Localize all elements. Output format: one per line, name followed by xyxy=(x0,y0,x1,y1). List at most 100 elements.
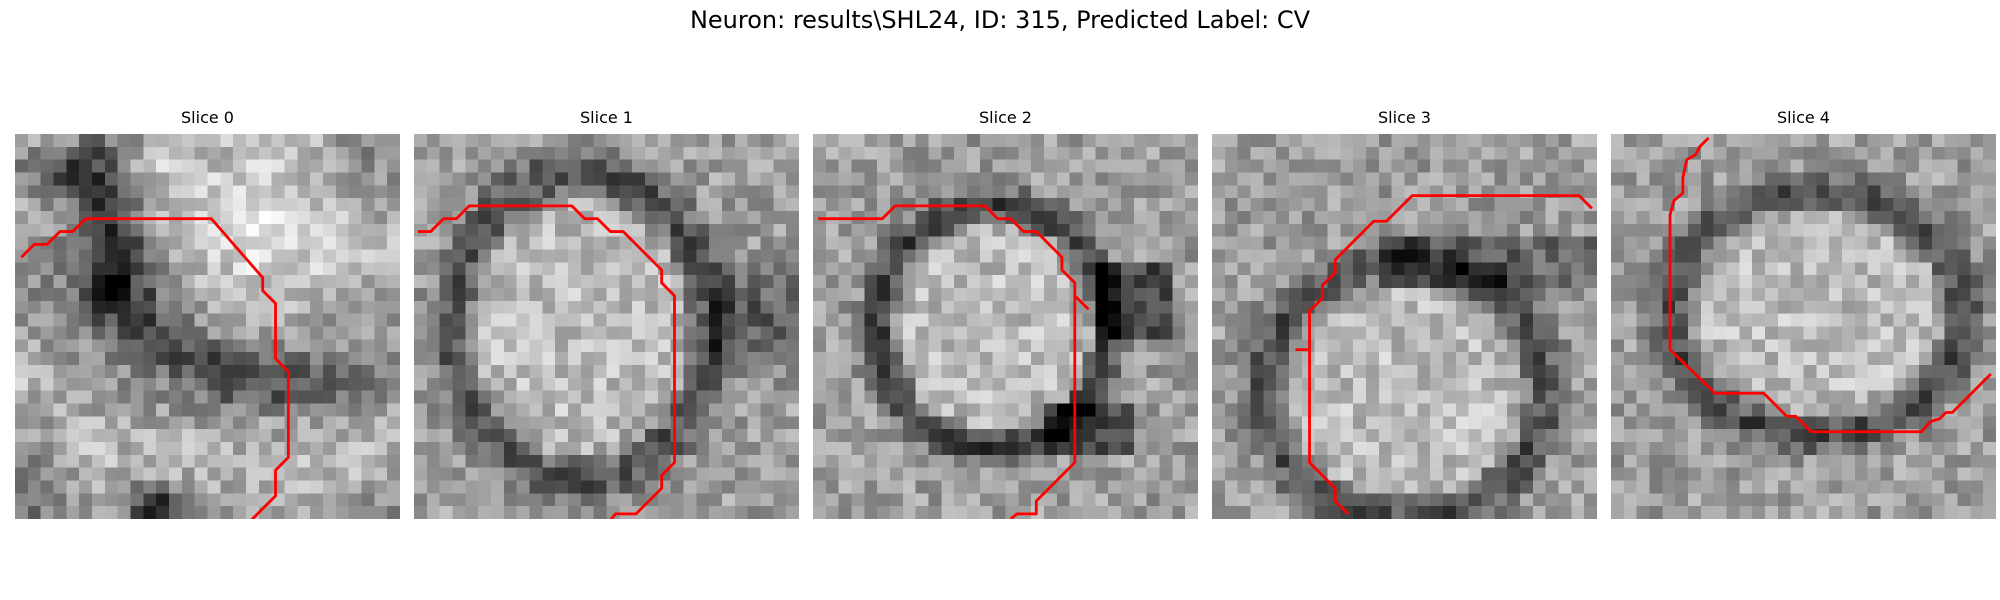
pixel xyxy=(414,326,428,340)
pixel xyxy=(323,365,337,379)
pixel xyxy=(593,442,607,456)
pixel xyxy=(1842,262,1856,276)
pixel xyxy=(941,159,955,173)
pixel xyxy=(374,493,388,507)
pixel xyxy=(1069,467,1083,481)
pixel xyxy=(593,454,607,469)
pixel xyxy=(580,249,595,263)
pixel xyxy=(1880,159,1894,173)
pixel xyxy=(452,134,466,148)
pixel xyxy=(1108,429,1122,443)
pixel xyxy=(1983,377,1996,392)
pixel xyxy=(246,275,260,289)
pixel xyxy=(1688,506,1702,519)
pixel xyxy=(1455,339,1470,353)
pixel xyxy=(915,365,929,379)
pixel xyxy=(27,249,42,263)
pixel xyxy=(1584,236,1597,250)
pixel xyxy=(297,313,311,327)
pixel xyxy=(1018,211,1032,225)
pixel xyxy=(992,467,1006,481)
pixel xyxy=(851,236,865,250)
pixel xyxy=(683,288,697,302)
pixel xyxy=(79,146,93,161)
pixel xyxy=(1558,403,1572,417)
pixel xyxy=(1507,365,1521,379)
pixel xyxy=(220,211,234,225)
pixel xyxy=(1906,339,1920,353)
pixel xyxy=(1263,326,1277,340)
pixel xyxy=(1906,352,1920,366)
pixel xyxy=(838,313,852,327)
pixel xyxy=(696,300,710,315)
pixel xyxy=(1700,480,1715,494)
pixel xyxy=(156,262,170,276)
pixel xyxy=(1532,172,1547,186)
pixel xyxy=(1263,480,1277,494)
pixel xyxy=(271,249,285,263)
pixel xyxy=(864,198,878,212)
pixel xyxy=(1468,390,1482,404)
pixel xyxy=(258,236,273,250)
pixel xyxy=(169,249,183,263)
pixel xyxy=(979,288,994,302)
pixel xyxy=(529,236,543,250)
pixel xyxy=(233,339,247,353)
pixel xyxy=(1944,493,1958,507)
pixel xyxy=(1391,159,1405,173)
pixel xyxy=(27,506,42,519)
slice-image xyxy=(813,134,1198,519)
pixel xyxy=(979,454,994,469)
pixel xyxy=(1095,249,1109,263)
pixel xyxy=(734,172,749,186)
pixel xyxy=(1880,313,1894,327)
pixel xyxy=(760,493,774,507)
pixel xyxy=(1159,146,1173,161)
pixel xyxy=(696,403,710,417)
pixel xyxy=(657,377,672,392)
pixel xyxy=(1803,236,1817,250)
pixel xyxy=(117,262,131,276)
pixel xyxy=(696,377,710,392)
pixel xyxy=(297,134,311,148)
pixel xyxy=(657,185,672,199)
pixel xyxy=(1532,429,1547,443)
pixel xyxy=(851,442,865,456)
pixel xyxy=(79,223,93,238)
pixel xyxy=(1121,352,1135,366)
pixel xyxy=(786,390,799,404)
pixel xyxy=(207,339,221,353)
pixel xyxy=(1031,300,1045,315)
pixel xyxy=(297,377,311,392)
pixel xyxy=(1726,467,1740,481)
pixel xyxy=(786,185,799,199)
pixel xyxy=(1391,262,1405,276)
pixel xyxy=(246,236,260,250)
pixel xyxy=(335,326,350,340)
pixel xyxy=(169,262,183,276)
pixel xyxy=(1636,262,1650,276)
pixel xyxy=(1713,429,1727,443)
pixel xyxy=(645,506,659,519)
pixel xyxy=(1829,262,1843,276)
pixel xyxy=(1095,146,1109,161)
pixel xyxy=(1893,223,1907,238)
pixel xyxy=(851,454,865,469)
pixel xyxy=(928,339,942,353)
pixel xyxy=(1558,262,1572,276)
pixel xyxy=(1983,429,1996,443)
pixel xyxy=(1765,377,1779,392)
pixel xyxy=(1739,159,1753,173)
pixel xyxy=(503,493,518,507)
pixel xyxy=(516,249,530,263)
pixel xyxy=(1224,442,1239,456)
pixel xyxy=(503,506,518,519)
pixel xyxy=(1919,403,1933,417)
pixel xyxy=(503,390,518,404)
pixel xyxy=(1867,352,1881,366)
pixel xyxy=(542,146,556,161)
pixel xyxy=(838,159,852,173)
pixel xyxy=(645,429,659,443)
pixel xyxy=(967,236,981,250)
pixel xyxy=(1314,352,1328,366)
